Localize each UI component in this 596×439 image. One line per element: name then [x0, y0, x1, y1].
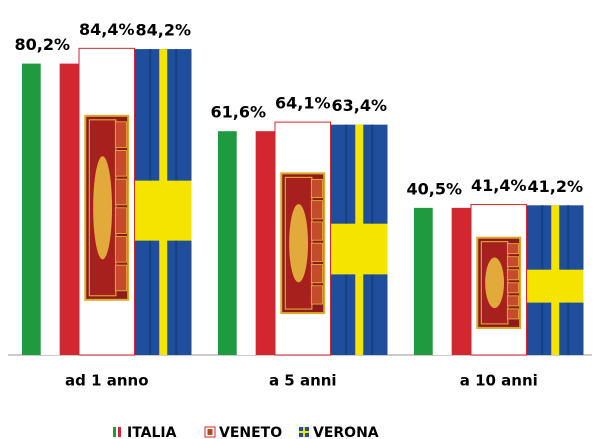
icon — [113, 427, 116, 437]
flag-tail — [115, 236, 126, 262]
flag-tail — [115, 265, 126, 291]
bar — [331, 125, 388, 355]
icon — [299, 431, 309, 433]
flag-tail — [311, 222, 322, 240]
bar — [135, 49, 192, 355]
stripe — [218, 131, 237, 355]
flag-tail — [311, 243, 322, 261]
legend-label: VENETO — [219, 425, 282, 439]
stripe — [60, 64, 79, 355]
flag-tail — [311, 179, 322, 197]
flag-lion — [289, 204, 308, 282]
bar — [414, 208, 471, 355]
flag-tail — [507, 257, 518, 267]
stripe — [22, 64, 41, 355]
legend-label: VERONA — [313, 425, 379, 439]
flag-tail — [115, 122, 126, 148]
cross-h — [331, 224, 388, 275]
legend-label: ITALIA — [127, 425, 177, 439]
legend-icon — [205, 427, 215, 437]
flag-tail — [507, 244, 518, 254]
x-tick-label: ad 1 anno — [65, 372, 149, 390]
x-tick-label: a 10 anni — [460, 372, 538, 390]
bar — [22, 64, 79, 355]
bar — [79, 48, 135, 355]
flag-lion — [93, 156, 112, 259]
stripe — [452, 208, 471, 355]
bar — [527, 205, 584, 355]
bar — [471, 205, 527, 355]
stripe — [433, 208, 452, 355]
value-label: 41,4% — [471, 176, 527, 195]
legend-icon — [299, 427, 309, 437]
value-label: 61,6% — [210, 103, 266, 122]
chart: ad 1 anno 80,2% 84,4%84,2% a 5 anni 61,6% 64,… — [0, 0, 596, 439]
cross-h — [527, 270, 584, 303]
flag-tail — [311, 201, 322, 219]
flag-tail — [115, 150, 126, 176]
flag-tail — [311, 264, 322, 282]
stripe — [41, 64, 60, 355]
x-tick-label: a 5 anni — [269, 372, 337, 390]
flag-tail — [311, 286, 322, 304]
flag-tail — [507, 309, 518, 319]
bar — [275, 122, 331, 355]
flag-lion — [485, 258, 504, 309]
value-label: 41,2% — [527, 177, 583, 196]
flag-tail — [507, 296, 518, 306]
stripe — [414, 208, 433, 355]
value-label: 84,4% — [79, 20, 135, 39]
flag-tail — [507, 283, 518, 293]
stripe — [237, 131, 256, 355]
value-label: 84,2% — [135, 21, 191, 40]
stripe — [256, 131, 275, 355]
icon — [208, 429, 213, 435]
value-label: 80,2% — [14, 35, 70, 54]
flag-tail — [115, 208, 126, 234]
cross-h — [135, 181, 192, 241]
icon — [118, 427, 121, 437]
flag-tail — [115, 179, 126, 205]
flag-tail — [507, 270, 518, 280]
bar — [218, 131, 275, 355]
value-label: 64,1% — [275, 94, 331, 113]
legend-icon — [113, 427, 121, 437]
value-label: 63,4% — [331, 96, 387, 115]
value-label: 40,5% — [406, 179, 462, 198]
